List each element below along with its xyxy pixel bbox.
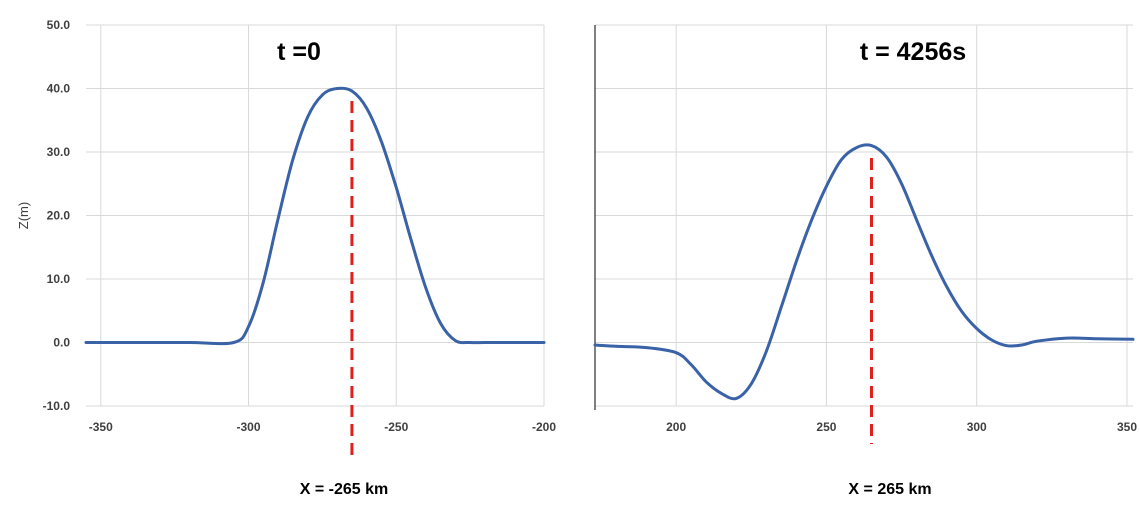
- series-line-1: [593, 143, 1135, 401]
- series-line-1: [84, 86, 546, 346]
- y-tick-label: 40.0: [47, 82, 71, 96]
- chart-panel-1: -10.0 0.0 10.0 20.0 30.0 40.0 50.0 -350 -300 -250…: [16, 18, 556, 498]
- x-tick-label: 350: [1117, 420, 1137, 434]
- y-tick-label: 50.0: [47, 18, 71, 32]
- y-tick-label: 0.0: [53, 336, 70, 350]
- x-tick-label: -250: [384, 420, 408, 434]
- y-tick-label: 20.0: [47, 209, 71, 223]
- chart-panel-2: 200 250 300 350 t = 4256s X = 265 km: [593, 24, 1137, 498]
- x-tick-label: -350: [89, 420, 113, 434]
- x-tick-label: -300: [237, 420, 261, 434]
- x-tick-label: -200: [532, 420, 556, 434]
- x-tick-label: 250: [816, 420, 836, 434]
- chart-title: t =0: [277, 38, 321, 66]
- y-axis-title: Z(m): [16, 202, 31, 229]
- x-tick-label: 300: [967, 420, 987, 434]
- y-tick-label: -10.0: [43, 399, 71, 413]
- x-axis-caption: X = -265 km: [300, 481, 389, 498]
- chart-title: t = 4256s: [860, 38, 966, 66]
- y-tick-label: 10.0: [47, 272, 71, 286]
- y-tick-label: 30.0: [47, 145, 71, 159]
- x-axis-caption: X = 265 km: [848, 481, 931, 498]
- x-tick-label: 200: [666, 420, 686, 434]
